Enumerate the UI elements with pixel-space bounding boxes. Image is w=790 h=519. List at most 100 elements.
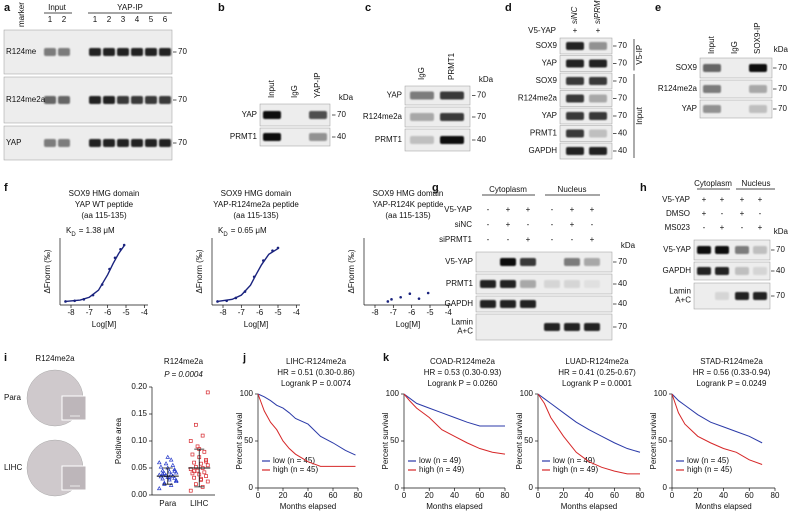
y-tick-label: 0 [249, 483, 254, 492]
sign: + [506, 205, 511, 214]
row-label: PRMT1 [375, 135, 403, 144]
band [500, 300, 516, 308]
column-label: siNC [570, 6, 579, 24]
band [145, 96, 157, 104]
data-point [417, 297, 421, 300]
data-point [167, 477, 172, 482]
data-point [156, 486, 162, 491]
band [131, 96, 143, 104]
kda-marker: 70 [778, 104, 787, 113]
y-axis-label: ΔFnorm (‰) [43, 249, 52, 293]
band [544, 280, 560, 288]
band [753, 246, 767, 254]
inset [61, 395, 87, 421]
data-point [163, 461, 169, 466]
row-label: A+C [675, 296, 691, 305]
band [589, 77, 607, 85]
kd-label: KD = 0.65 μM [218, 226, 267, 237]
chart-title: STAD-R124me2a [700, 357, 763, 366]
x-tick-label: 80 [636, 491, 645, 500]
data-point [122, 243, 126, 247]
row-label: GAPDH [445, 299, 474, 308]
lane-label: 3 [121, 15, 126, 24]
panel-label: a [4, 2, 11, 14]
sign: + [702, 209, 707, 218]
data-point [168, 482, 174, 487]
row-label: V5-YAP [663, 245, 691, 254]
row-label: SOX9 [536, 76, 558, 85]
kda-marker: 70 [618, 94, 627, 103]
group-label: YAP-IP [117, 3, 143, 12]
column-label: Input [707, 35, 716, 54]
x-axis-label: Months elapsed [695, 502, 751, 511]
lane-label: 5 [149, 15, 154, 24]
x-axis-label: Log[M] [92, 320, 116, 329]
band [44, 48, 56, 56]
chart-title: (aa 115-135) [81, 211, 127, 220]
sign: - [487, 220, 490, 229]
band [703, 105, 721, 113]
x-tick-label: -6 [104, 308, 112, 317]
x-tick-label: 60 [610, 491, 619, 500]
blot [259, 127, 331, 147]
data-point [202, 449, 207, 454]
hazard-ratio: HR = 0.51 (0.30-0.86) [277, 368, 355, 377]
data-point [205, 479, 210, 484]
x-axis-label: Months elapsed [426, 502, 482, 511]
sign: - [703, 223, 706, 232]
hazard-ratio: HR = 0.56 (0.33-0.94) [693, 368, 771, 377]
x-axis-label: Log[M] [396, 320, 420, 329]
row-label: A+C [457, 327, 473, 336]
x-tick-label: 60 [745, 491, 754, 500]
survival-curve [257, 393, 356, 456]
band [564, 258, 580, 266]
data-point [271, 249, 274, 252]
sign: - [551, 220, 554, 229]
data-point [82, 298, 86, 301]
fit-curve [217, 247, 279, 303]
x-axis-label: Months elapsed [561, 502, 617, 511]
band [410, 91, 434, 100]
data-point [160, 471, 165, 476]
kda-marker: 70 [477, 112, 486, 121]
data-point [205, 390, 210, 395]
legend-label: high (n = 49) [419, 465, 464, 474]
p-value: P = 0.0004 [164, 370, 203, 379]
lane-label: 6 [163, 15, 168, 24]
data-point [167, 469, 172, 474]
y-tick-label: 50 [244, 436, 253, 445]
group-label: Nucleus [558, 185, 587, 194]
row-label: R124me [6, 47, 37, 56]
x-tick-label: 40 [719, 491, 728, 500]
band [544, 323, 560, 331]
panel-label: b [218, 2, 225, 14]
band [589, 112, 607, 120]
row-label: SOX9 [536, 41, 558, 50]
band [715, 246, 729, 254]
x-tick-label: 80 [501, 491, 510, 500]
data-point [156, 460, 162, 465]
row-label: V5-YAP [445, 257, 473, 266]
x-tick-label: 40 [304, 491, 313, 500]
lane-label: 4 [135, 15, 140, 24]
data-point [172, 468, 177, 473]
lane-label: 1 [48, 15, 53, 24]
condition-label: MS023 [665, 223, 691, 232]
band [589, 59, 607, 68]
column-label: SOX9-IP [753, 22, 762, 54]
row-label: GAPDH [663, 266, 692, 275]
band [589, 94, 607, 103]
sign: + [570, 205, 575, 214]
data-point [199, 478, 203, 482]
data-point [64, 300, 67, 303]
y-tick-label: 0 [663, 483, 668, 492]
sign: + [570, 220, 575, 229]
sign: - [487, 205, 490, 214]
x-tick-label: -4 [445, 308, 453, 317]
kd-subscript: D [71, 232, 76, 238]
band [589, 147, 607, 155]
column-label: IgG [417, 67, 426, 80]
band [440, 113, 464, 121]
x-tick-label: 0 [402, 491, 407, 500]
chart-title: SOX9 HMG domain [373, 189, 444, 198]
